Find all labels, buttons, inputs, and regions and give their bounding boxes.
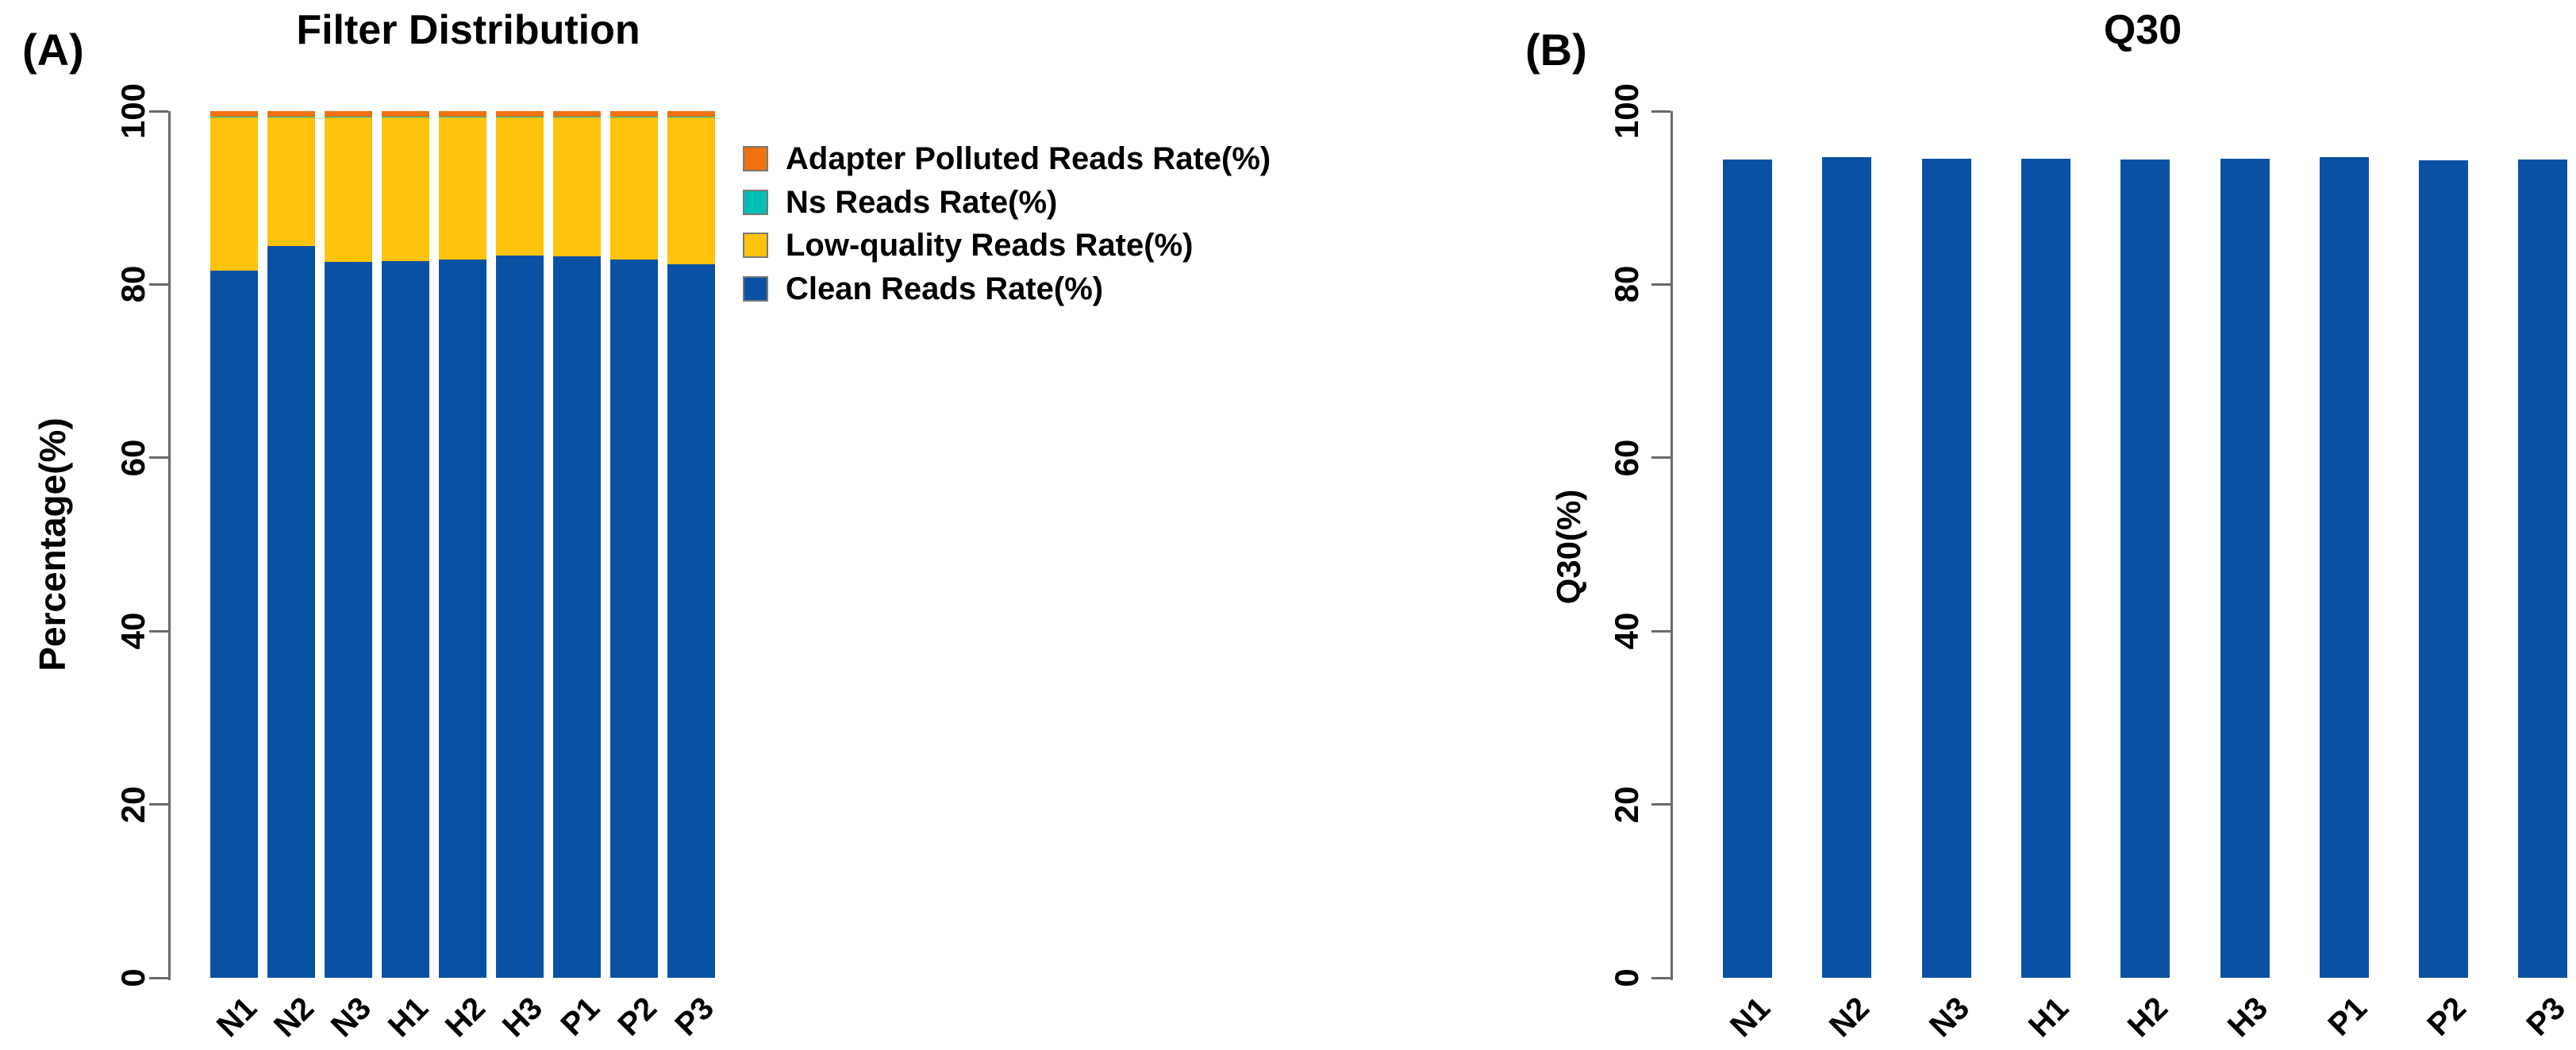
bar-segment	[267, 246, 315, 978]
bar-segment	[439, 111, 486, 117]
x-tick-label-b: H2	[2121, 990, 2175, 1044]
y-tick-label-b: 20	[1608, 786, 1645, 823]
bar-segment	[496, 256, 544, 978]
x-tick-label-b: P1	[2321, 990, 2374, 1043]
bar-segment	[382, 117, 429, 261]
y-tick-b	[1651, 803, 1671, 806]
bar-segment	[610, 259, 658, 978]
bar-segment	[325, 262, 372, 978]
bar-segment	[210, 270, 258, 978]
bar-segment	[382, 111, 429, 117]
bar	[2020, 159, 2070, 978]
bar-segment	[210, 111, 258, 117]
bar-segment	[553, 117, 601, 257]
y-tick-label-b: 40	[1608, 612, 1645, 650]
bar-segment	[667, 117, 715, 265]
x-tick-label-b: N3	[1922, 990, 1976, 1044]
x-tick-label-b: P3	[2520, 990, 2573, 1043]
bar-segment	[667, 264, 715, 978]
bar	[1723, 160, 1772, 978]
y-tick-label-b: 60	[1608, 439, 1645, 477]
y-tick-a	[149, 976, 168, 979]
legend-swatch	[743, 189, 768, 215]
panel-b-y-axis-title: Q30(%)	[1550, 489, 1587, 605]
y-axis-line-b	[1671, 111, 1673, 980]
bar-segment	[496, 117, 544, 256]
bar	[2319, 156, 2369, 978]
bar-segment	[439, 259, 486, 978]
bar-segment	[325, 111, 372, 117]
legend-swatch	[743, 146, 768, 171]
y-tick-label-b: 80	[1608, 266, 1645, 303]
y-tick-label-a: 20	[114, 786, 152, 823]
legend-swatch	[743, 233, 768, 259]
y-tick-a	[149, 629, 168, 633]
bar	[2518, 160, 2568, 978]
y-tick-a	[149, 110, 168, 113]
y-tick-a	[149, 456, 168, 460]
y-tick-label-a: 0	[114, 968, 152, 987]
y-tick-label-a: 40	[114, 612, 152, 650]
panel-a-label: (A)	[22, 25, 84, 75]
bar-segment	[553, 111, 601, 117]
y-tick-label-a: 80	[114, 266, 152, 303]
bar	[2419, 160, 2469, 978]
bar-segment	[496, 111, 544, 117]
bar	[2220, 159, 2270, 978]
y-tick-label-b: 0	[1608, 968, 1645, 987]
y-tick-b	[1651, 456, 1671, 460]
y-tick-b	[1651, 283, 1671, 286]
legend-label: Adapter Polluted Reads Rate(%)	[786, 141, 1271, 176]
y-tick-label-a: 100	[114, 83, 152, 140]
bar-segment	[382, 260, 429, 978]
bar-segment	[210, 117, 258, 271]
bar-segment	[553, 256, 601, 978]
panel-b-title: Q30	[2103, 7, 2182, 53]
bar	[2120, 160, 2170, 978]
x-tick-label-b: N1	[1723, 990, 1778, 1044]
bar	[1822, 156, 1872, 978]
legend-swatch	[743, 275, 768, 302]
y-tick-a	[149, 803, 168, 806]
y-tick-b	[1651, 629, 1671, 633]
y-tick-b	[1651, 976, 1671, 979]
legend-label: Ns Reads Rate(%)	[786, 184, 1058, 220]
panel-a-title: Filter Distribution	[296, 7, 640, 53]
x-tick-label-b: N2	[1823, 990, 1877, 1044]
bar-segment	[667, 111, 715, 117]
panel-a-y-axis-title: Percentage(%)	[32, 417, 73, 671]
bar-segment	[325, 117, 372, 262]
bar-segment	[610, 117, 658, 260]
bar	[1921, 159, 1971, 978]
legend-label: Clean Reads Rate(%)	[786, 271, 1104, 306]
legend-label: Low-quality Reads Rate(%)	[786, 228, 1194, 263]
panel-b-label: (B)	[1525, 25, 1587, 75]
x-tick-label-b: H3	[2220, 990, 2274, 1044]
bar-segment	[439, 117, 486, 260]
y-tick-b	[1651, 110, 1671, 113]
y-tick-label-b: 100	[1608, 83, 1645, 140]
y-tick-label-a: 60	[114, 439, 152, 477]
bar-segment	[267, 111, 315, 117]
x-tick-label-b: P2	[2420, 990, 2474, 1043]
bar-segment	[267, 117, 315, 247]
x-tick-label-b: H1	[2021, 990, 2076, 1044]
y-tick-a	[149, 283, 168, 286]
bar-segment	[610, 111, 658, 117]
y-axis-line-a	[168, 111, 171, 980]
